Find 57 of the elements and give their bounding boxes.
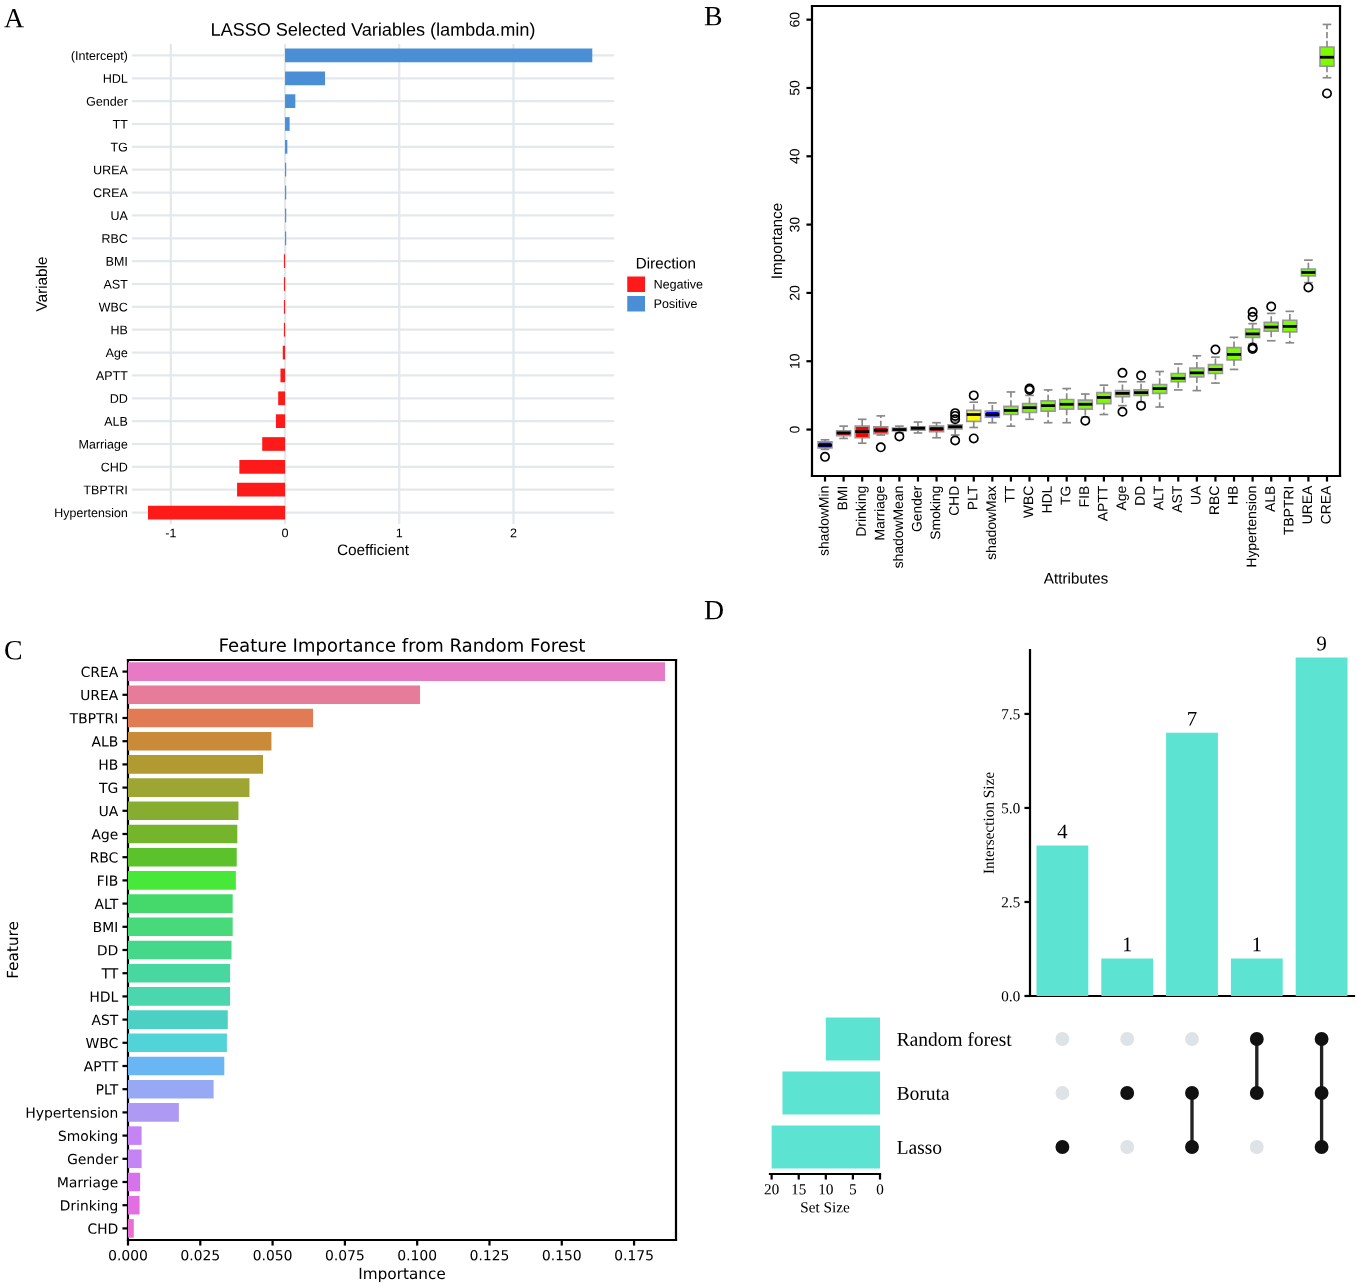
bar	[128, 801, 239, 821]
bar	[280, 368, 286, 383]
bar	[262, 437, 286, 451]
bar	[285, 94, 296, 108]
chart-title: Feature Importance from Random Forest	[220, 637, 585, 656]
bar	[128, 963, 231, 983]
data-label: 9	[1317, 636, 1326, 651]
bar	[285, 48, 593, 63]
text: C	[5, 640, 21, 660]
text: B	[704, 7, 722, 26]
chart-title: LASSO Selected Variables (lambda.min)	[212, 22, 535, 40]
bar	[128, 708, 314, 728]
bar	[1295, 657, 1348, 996]
bar	[128, 662, 666, 681]
bar	[128, 871, 236, 890]
bar	[128, 847, 237, 867]
bar	[147, 505, 286, 520]
bar	[239, 460, 286, 474]
bar	[128, 1056, 225, 1076]
bar	[285, 71, 326, 86]
bar	[128, 1126, 142, 1145]
bar	[128, 987, 231, 1006]
bar	[1101, 958, 1154, 996]
bar	[1036, 845, 1089, 996]
y-tick-label: Boruta	[897, 1087, 950, 1100]
y-tick-label: Random forest	[897, 1032, 1012, 1046]
bar	[128, 1195, 140, 1215]
bar	[825, 1017, 880, 1061]
bar	[128, 1033, 227, 1053]
bar	[1230, 958, 1283, 996]
bar	[128, 1010, 228, 1029]
data-label: 4	[1057, 824, 1068, 839]
bar	[128, 685, 421, 705]
bar	[782, 1071, 880, 1115]
bar	[275, 414, 286, 428]
bar	[128, 940, 232, 960]
bar	[771, 1125, 880, 1169]
bar	[128, 894, 233, 913]
bar	[128, 755, 264, 774]
bar	[128, 1219, 134, 1238]
bar	[1166, 732, 1218, 996]
bar	[128, 1079, 214, 1099]
data-label: 1	[1123, 937, 1132, 952]
bar	[128, 1103, 179, 1122]
bar	[237, 482, 286, 497]
bar	[128, 917, 233, 937]
y-tick-label: Lasso	[897, 1141, 942, 1154]
bar	[128, 778, 250, 797]
text: A	[4, 8, 24, 28]
bar	[278, 391, 286, 406]
bar	[128, 824, 238, 844]
bar	[128, 1172, 141, 1192]
data-label: 7	[1188, 711, 1197, 726]
bar	[128, 1149, 142, 1169]
bar	[128, 731, 272, 751]
text: D	[704, 601, 723, 620]
data-label: 1	[1253, 937, 1261, 952]
